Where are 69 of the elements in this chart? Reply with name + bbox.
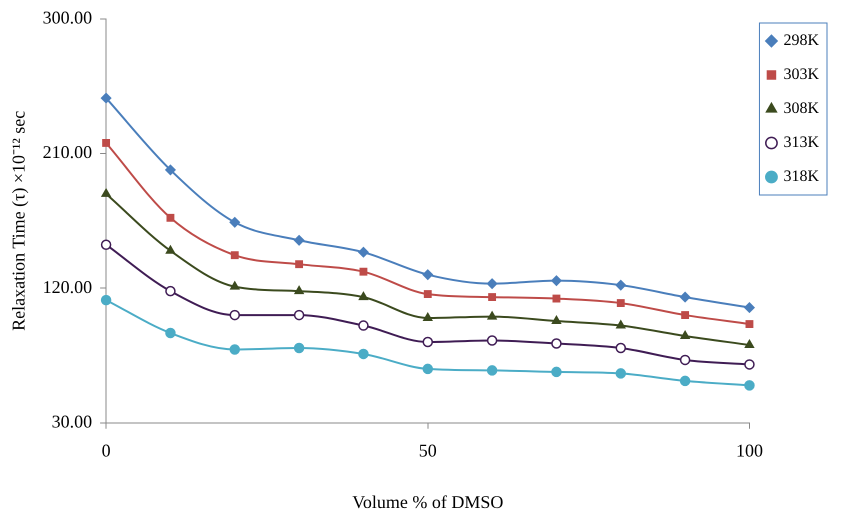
point bbox=[101, 188, 111, 197]
y-tick-label: 120.00 bbox=[42, 276, 92, 297]
point bbox=[488, 293, 496, 302]
legend-label: 318K bbox=[783, 168, 820, 186]
x-tick-label: 50 bbox=[418, 440, 437, 460]
point bbox=[100, 92, 112, 104]
point bbox=[358, 348, 369, 360]
legend-label: 313K bbox=[783, 134, 820, 152]
point bbox=[616, 342, 626, 354]
point bbox=[294, 310, 304, 320]
point bbox=[486, 278, 498, 289]
point bbox=[744, 340, 754, 348]
point bbox=[422, 336, 434, 348]
point bbox=[294, 342, 304, 354]
point bbox=[486, 365, 498, 376]
point bbox=[360, 268, 368, 276]
point bbox=[165, 328, 176, 338]
point bbox=[680, 330, 690, 340]
point bbox=[616, 280, 626, 290]
x-tick-label: 0 bbox=[102, 440, 111, 460]
point bbox=[358, 246, 369, 258]
point bbox=[744, 359, 755, 370]
point bbox=[616, 368, 626, 379]
legend-label: 308K bbox=[783, 100, 820, 118]
point bbox=[681, 311, 690, 319]
point bbox=[294, 286, 304, 294]
point bbox=[230, 310, 240, 320]
point bbox=[423, 312, 432, 322]
x-axis-title: Volume % of DMSO bbox=[352, 492, 504, 512]
point bbox=[486, 335, 498, 346]
point bbox=[358, 292, 368, 300]
point bbox=[487, 311, 497, 320]
point bbox=[680, 292, 690, 302]
point bbox=[552, 316, 562, 324]
point bbox=[680, 354, 690, 366]
point bbox=[166, 245, 176, 254]
point bbox=[746, 320, 754, 328]
point bbox=[680, 376, 690, 386]
point bbox=[166, 214, 174, 222]
legend-label: 303K bbox=[783, 66, 820, 84]
x-tick-label: 100 bbox=[736, 440, 763, 460]
point bbox=[616, 320, 626, 329]
point bbox=[165, 164, 176, 176]
y-tick-label: 210.00 bbox=[42, 142, 92, 162]
point bbox=[744, 380, 755, 391]
point bbox=[100, 294, 112, 306]
point bbox=[358, 320, 369, 331]
point bbox=[230, 251, 239, 260]
point bbox=[424, 290, 432, 298]
point bbox=[422, 364, 434, 374]
point bbox=[230, 344, 240, 355]
point bbox=[230, 217, 240, 228]
point bbox=[616, 299, 625, 308]
point bbox=[551, 275, 562, 286]
legend-label: 298K bbox=[783, 32, 820, 50]
point bbox=[100, 239, 112, 250]
point bbox=[102, 139, 110, 147]
point bbox=[422, 269, 434, 280]
y-tick-label: 300.00 bbox=[42, 8, 92, 28]
point bbox=[551, 338, 562, 349]
point bbox=[165, 286, 176, 296]
y-axis-title: Relaxation Time (τ) ×10⁻¹² sec bbox=[8, 110, 29, 331]
point bbox=[294, 235, 304, 246]
y-tick-label: 30.00 bbox=[52, 412, 92, 432]
point bbox=[551, 366, 562, 378]
point bbox=[295, 260, 304, 268]
point bbox=[744, 302, 755, 313]
point bbox=[552, 294, 560, 303]
point bbox=[230, 281, 240, 290]
